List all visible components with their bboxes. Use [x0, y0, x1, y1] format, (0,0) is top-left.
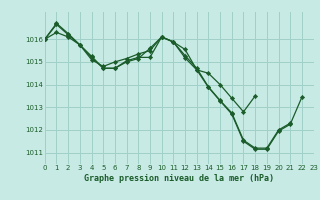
X-axis label: Graphe pression niveau de la mer (hPa): Graphe pression niveau de la mer (hPa) — [84, 174, 274, 183]
